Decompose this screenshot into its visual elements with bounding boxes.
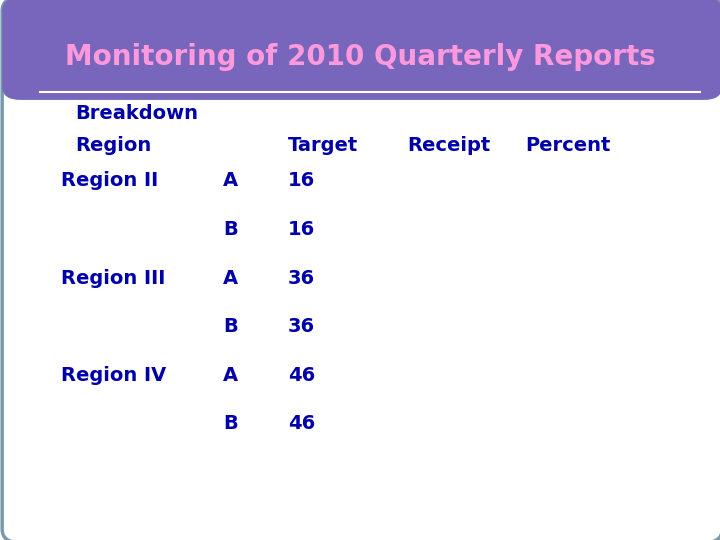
Text: 16: 16	[288, 220, 315, 239]
Text: 46: 46	[288, 414, 315, 434]
Text: B: B	[223, 317, 238, 336]
Text: 16: 16	[288, 171, 315, 191]
Text: Monitoring of 2010 Quarterly Reports: Monitoring of 2010 Quarterly Reports	[65, 43, 655, 71]
FancyBboxPatch shape	[2, 0, 720, 100]
Text: Region III: Region III	[61, 268, 166, 288]
Text: 36: 36	[288, 317, 315, 336]
Text: Breakdown: Breakdown	[76, 104, 199, 123]
Text: A: A	[223, 366, 238, 385]
Text: B: B	[223, 220, 238, 239]
Text: A: A	[223, 171, 238, 191]
Text: Percent: Percent	[526, 136, 611, 156]
Text: Target: Target	[288, 136, 359, 156]
Text: 36: 36	[288, 268, 315, 288]
Text: B: B	[223, 414, 238, 434]
Text: 46: 46	[288, 366, 315, 385]
Text: A: A	[223, 268, 238, 288]
Text: Region IV: Region IV	[61, 366, 166, 385]
Text: Region: Region	[76, 136, 152, 156]
Text: Receipt: Receipt	[407, 136, 490, 156]
Text: Region II: Region II	[61, 171, 158, 191]
